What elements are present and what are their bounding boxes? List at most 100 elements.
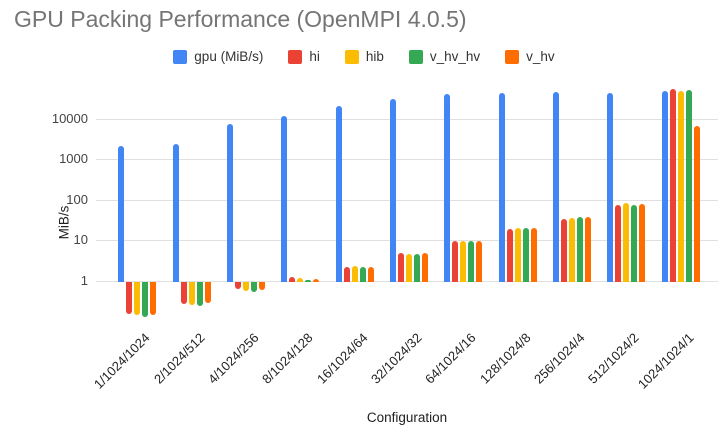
bar-hib-64/1024/16[interactable] (460, 240, 467, 282)
bar-hib-1024/1024/1[interactable] (677, 90, 684, 282)
bar-hi-8/1024/128[interactable] (289, 277, 296, 282)
bar-group-4/1024/256 (219, 85, 273, 292)
bar-v-hv-hv-512/1024/2[interactable] (631, 205, 638, 282)
bars-layer (110, 85, 708, 317)
x-tick-label-128/1024/8: 128/1024/8 (476, 330, 534, 387)
bar-v-hv-hv-8/1024/128[interactable] (305, 279, 312, 282)
bar-hi-4/1024/256[interactable] (234, 282, 241, 290)
bar-hi-128/1024/8[interactable] (506, 229, 513, 282)
bar-group-2/1024/512 (164, 85, 218, 306)
chart-title: GPU Packing Performance (OpenMPI 4.0.5) (14, 6, 467, 32)
bar-group-32/1024/32 (382, 85, 436, 282)
bar-hib-512/1024/2[interactable] (623, 203, 630, 282)
legend-label: v_hv_hv (429, 49, 481, 64)
bar-v-hv-1/1024/1024[interactable] (150, 282, 157, 316)
bar-gpu-mib-s--4/1024/256[interactable] (226, 123, 233, 282)
bar-v-hv-1024/1024/1[interactable] (693, 125, 700, 282)
legend-swatch-icon (173, 49, 188, 64)
bar-hi-2/1024/512[interactable] (180, 282, 187, 305)
bar-v-hv-16/1024/64[interactable] (367, 266, 374, 282)
bar-group-64/1024/16 (436, 85, 490, 282)
legend-item-hib[interactable]: hib (344, 49, 384, 64)
bar-v-hv-hv-64/1024/16[interactable] (468, 241, 475, 282)
gridline-10000 (96, 118, 718, 120)
x-tick-label-1024/1024/1: 1024/1024/1 (634, 330, 697, 392)
bar-hi-512/1024/2[interactable] (615, 204, 622, 282)
bar-group-256/1024/4 (545, 85, 599, 282)
bar-v-hv-32/1024/32[interactable] (421, 252, 428, 282)
bar-v-hv-hv-16/1024/64[interactable] (359, 266, 366, 282)
bar-gpu-mib-s--128/1024/8[interactable] (498, 93, 505, 282)
x-tick-label-1/1024/1024: 1/1024/1024 (91, 330, 153, 392)
bar-v-hv-8/1024/128[interactable] (313, 278, 320, 282)
x-tick-label-2/1024/512: 2/1024/512 (150, 330, 208, 387)
bar-v-hv-128/1024/8[interactable] (530, 228, 537, 282)
bar-hib-16/1024/64[interactable] (351, 265, 358, 282)
legend-swatch-icon (288, 49, 303, 64)
legend-swatch-icon (408, 49, 423, 64)
bar-v-hv-hv-128/1024/8[interactable] (522, 227, 529, 282)
bar-gpu-mib-s--2/1024/512[interactable] (172, 144, 179, 282)
bar-group-1/1024/1024 (110, 85, 164, 317)
bar-hi-32/1024/32[interactable] (397, 252, 404, 282)
legend-item-gpu-mib-s-[interactable]: gpu (MiB/s) (173, 49, 263, 64)
bar-v-hv-64/1024/16[interactable] (476, 240, 483, 282)
legend-label: hi (309, 49, 320, 64)
bar-group-128/1024/8 (491, 85, 545, 282)
bar-gpu-mib-s--1/1024/1024[interactable] (118, 146, 125, 282)
x-tick-label-16/1024/64: 16/1024/64 (313, 330, 371, 387)
bar-hi-1024/1024/1[interactable] (669, 89, 676, 282)
bar-v-hv-hv-1024/1024/1[interactable] (685, 89, 692, 282)
legend-item-hi[interactable]: hi (288, 49, 320, 64)
x-tick-label-256/1024/4: 256/1024/4 (531, 330, 588, 387)
bar-gpu-mib-s--256/1024/4[interactable] (553, 91, 560, 282)
x-tick-label-4/1024/256: 4/1024/256 (204, 330, 262, 387)
bar-gpu-mib-s--32/1024/32[interactable] (389, 98, 396, 282)
bar-v-hv-hv-1/1024/1024[interactable] (142, 282, 149, 317)
legend-item-v-hv[interactable]: v_hv (505, 49, 555, 64)
bar-v-hv-hv-2/1024/512[interactable] (196, 282, 203, 306)
bar-v-hv-2/1024/512[interactable] (204, 282, 211, 304)
y-tick-label: 100 (66, 191, 88, 207)
legend: gpu (MiB/s) hi hib v_hv_hv v_hv (0, 49, 728, 64)
bar-group-1024/1024/1 (654, 85, 708, 282)
bar-hib-32/1024/32[interactable] (405, 253, 412, 282)
bar-hi-64/1024/16[interactable] (452, 241, 459, 282)
bar-v-hv-512/1024/2[interactable] (639, 204, 646, 282)
bar-hib-8/1024/128[interactable] (297, 278, 304, 282)
bar-v-hv-hv-256/1024/4[interactable] (577, 216, 584, 282)
bar-v-hv-4/1024/256[interactable] (258, 282, 265, 291)
x-tick-label-32/1024/32: 32/1024/32 (367, 330, 425, 387)
x-tick-label-8/1024/128: 8/1024/128 (259, 330, 316, 387)
bar-hib-2/1024/512[interactable] (188, 282, 195, 306)
bar-gpu-mib-s--512/1024/2[interactable] (607, 92, 614, 282)
bar-hib-256/1024/4[interactable] (569, 217, 576, 282)
bar-gpu-mib-s--1024/1024/1[interactable] (661, 90, 668, 282)
bar-hib-4/1024/256[interactable] (242, 282, 249, 291)
x-axis-title: Configuration (366, 410, 448, 425)
legend-label: v_hv (526, 49, 555, 64)
y-tick-label: 10000 (51, 110, 88, 126)
legend-swatch-icon (344, 49, 359, 64)
y-tick-label: 1 (80, 273, 88, 288)
gridline-1000 (96, 159, 718, 161)
bar-gpu-mib-s--8/1024/128[interactable] (281, 116, 288, 282)
bar-v-hv-hv-4/1024/256[interactable] (250, 282, 257, 292)
bar-group-16/1024/64 (327, 85, 381, 282)
bar-hi-256/1024/4[interactable] (561, 218, 568, 282)
legend-label: hib (365, 49, 384, 64)
y-tick-label: 10 (73, 232, 88, 248)
bar-hi-1/1024/1024[interactable] (126, 282, 133, 315)
bar-gpu-mib-s--16/1024/64[interactable] (335, 105, 342, 282)
bar-hi-16/1024/64[interactable] (343, 267, 350, 282)
x-tick-label-64/1024/16: 64/1024/16 (422, 330, 479, 387)
bar-group-8/1024/128 (273, 85, 327, 282)
bar-gpu-mib-s--64/1024/16[interactable] (444, 94, 451, 282)
bar-hib-1/1024/1024[interactable] (134, 282, 141, 316)
legend-item-v-hv-hv[interactable]: v_hv_hv (408, 49, 481, 64)
bar-v-hv-hv-32/1024/32[interactable] (413, 253, 420, 282)
plot-area: MiB/s Configuration 1 10 100 1000 10000 1/102… (52, 85, 718, 425)
bar-v-hv-256/1024/4[interactable] (585, 216, 592, 282)
bar-hib-128/1024/8[interactable] (514, 227, 521, 282)
